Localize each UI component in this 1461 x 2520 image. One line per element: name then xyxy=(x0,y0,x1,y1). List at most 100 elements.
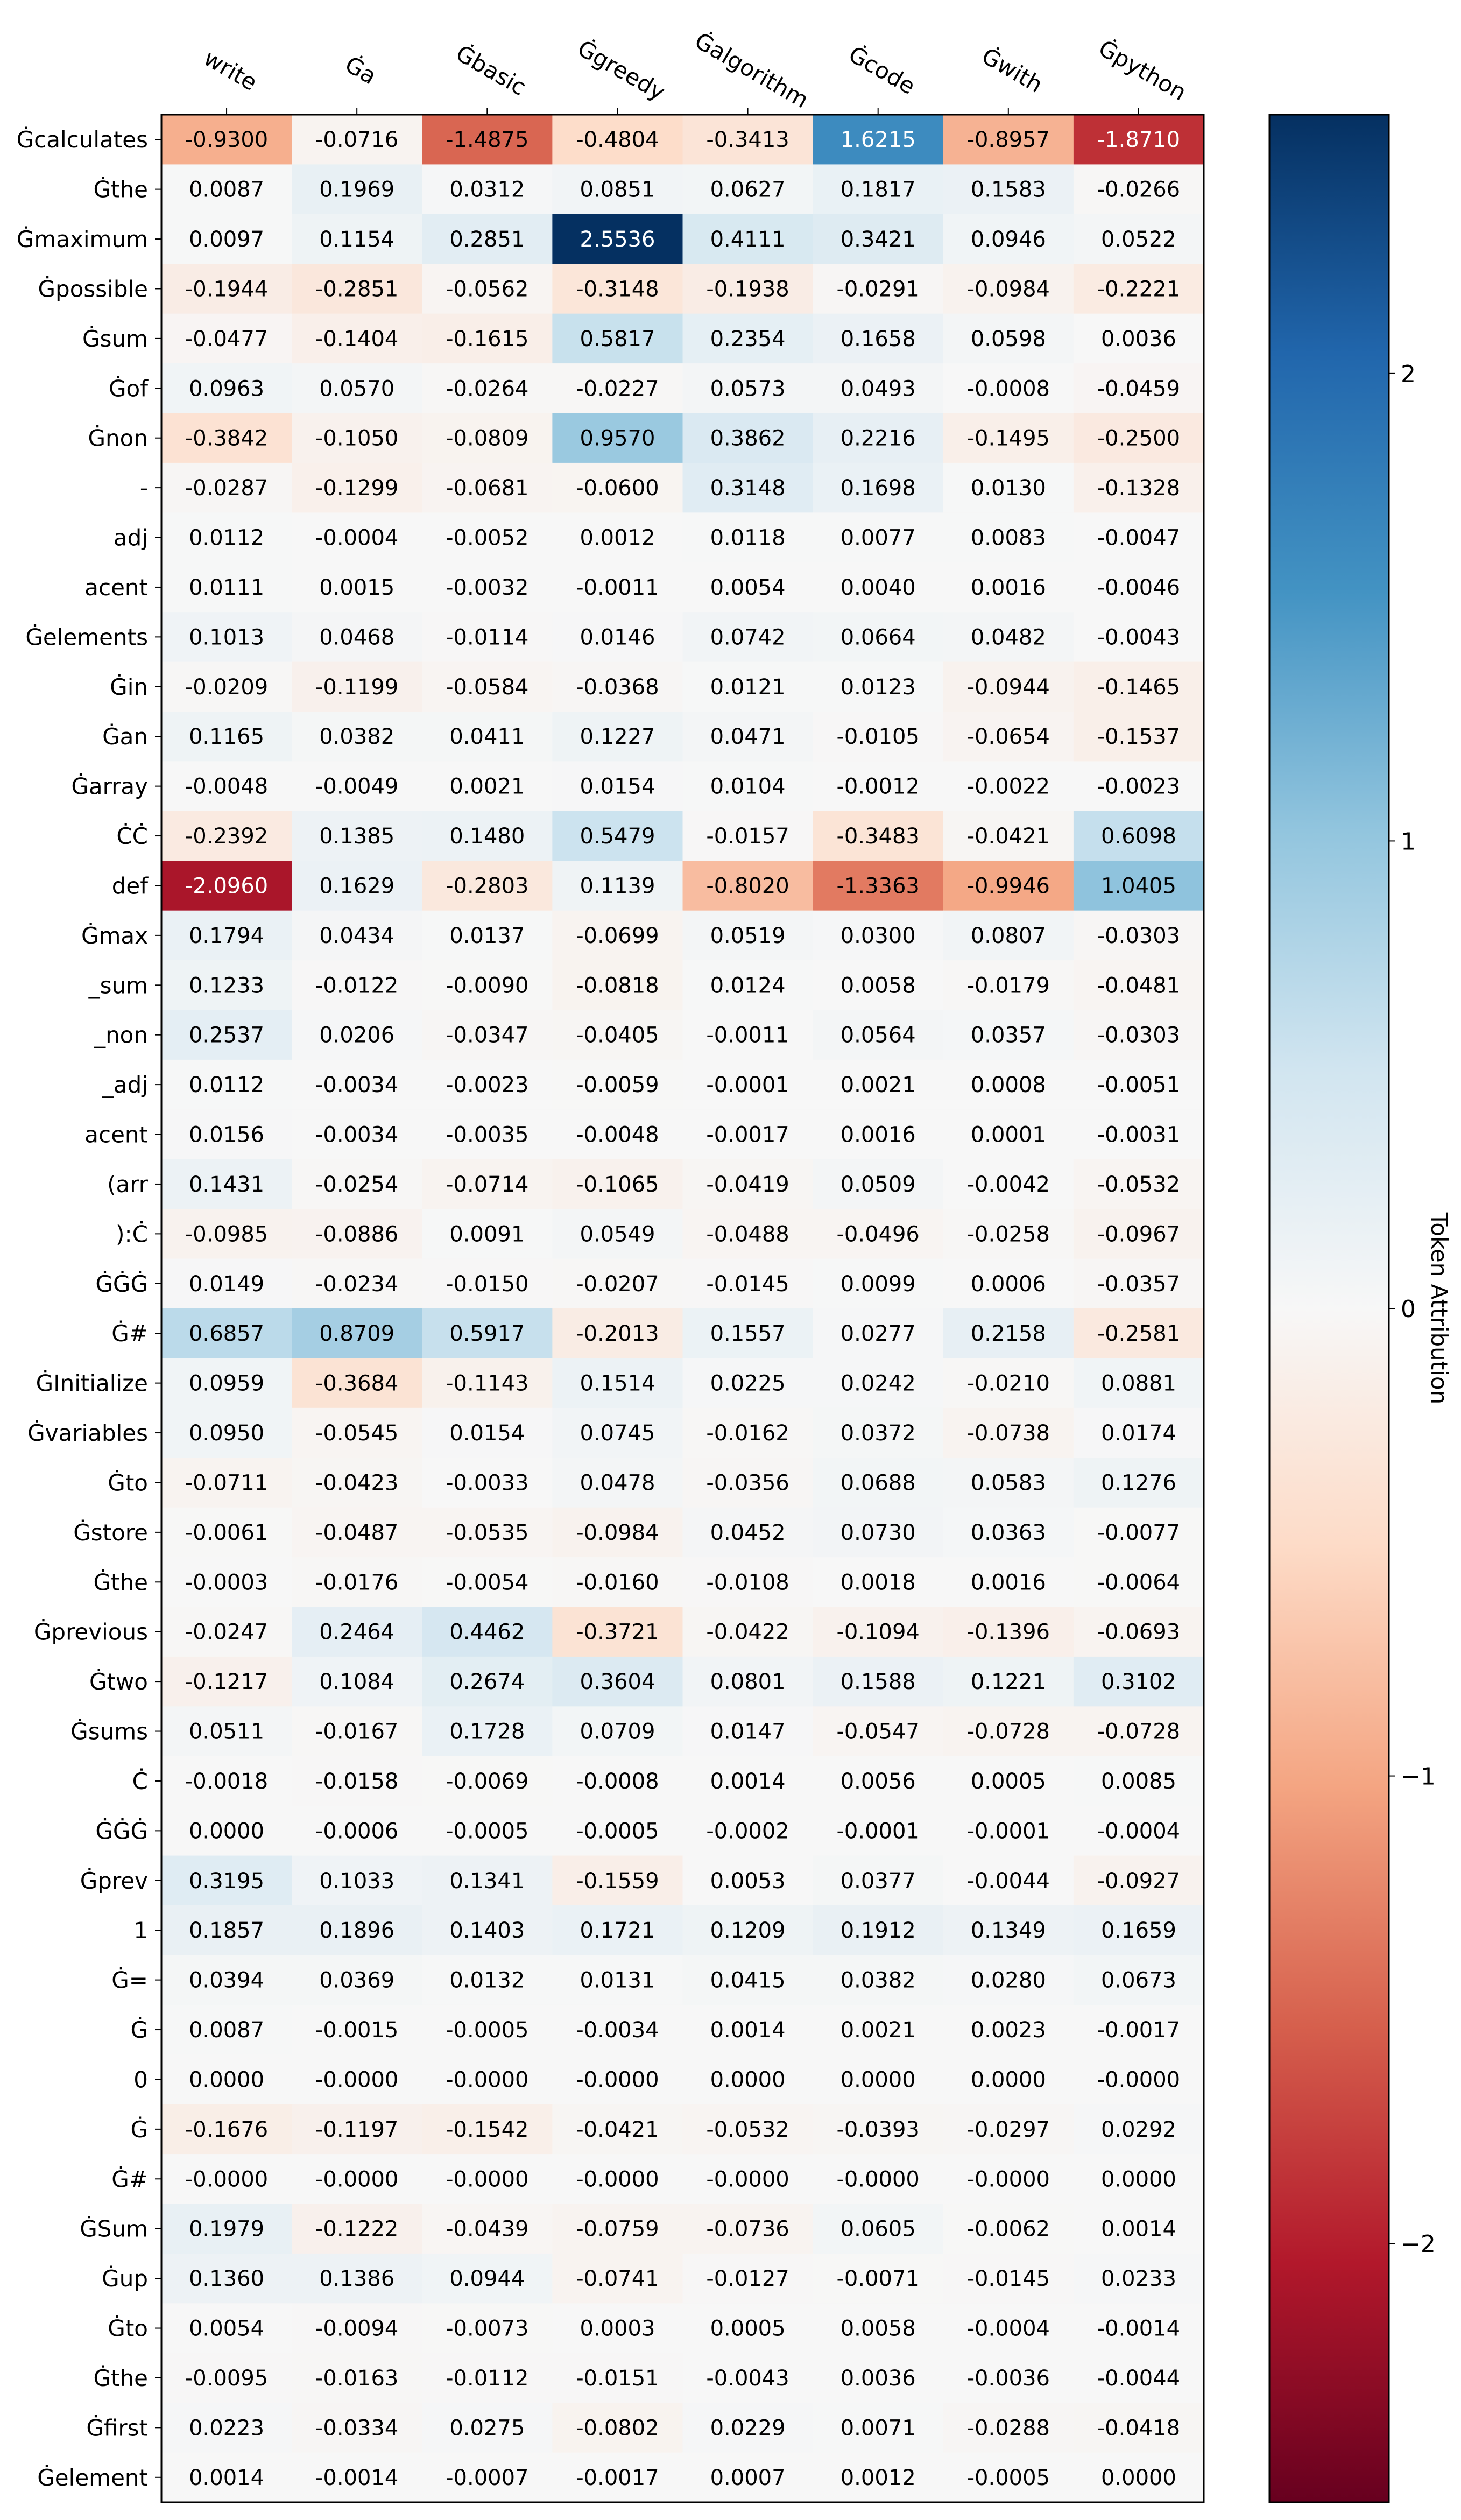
heatmap-cell xyxy=(1073,612,1204,663)
heatmap-cell xyxy=(161,1059,292,1110)
heatmap-cell xyxy=(1073,2452,1204,2503)
cell-value-label: 0.0014 xyxy=(189,2466,264,2490)
heatmap-cell xyxy=(682,1806,814,1856)
heatmap-cell xyxy=(813,1010,944,1060)
cell-value-label: -0.2221 xyxy=(1097,277,1180,301)
heatmap-cell xyxy=(1073,811,1204,861)
cell-value-label: -0.0112 xyxy=(446,2366,528,2391)
heatmap-cell xyxy=(1073,1806,1204,1856)
cell-value-label: 0.0000 xyxy=(1101,2466,1176,2490)
cell-value-label: -0.0207 xyxy=(576,1272,659,1297)
heatmap-cell xyxy=(943,2452,1074,2503)
cell-value-label: -0.0034 xyxy=(576,2018,659,2043)
heatmap-cell xyxy=(161,264,292,314)
cell-value-label: 0.0014 xyxy=(710,1769,786,1794)
colorbar-tick-label: 0 xyxy=(1401,1296,1416,1323)
y-tick-label: Ġcalculates xyxy=(17,126,148,153)
heatmap-cell xyxy=(161,413,292,463)
heatmap-cell xyxy=(292,1159,422,1209)
heatmap-cell xyxy=(292,910,422,961)
heatmap-cell xyxy=(1073,1209,1204,1259)
heatmap-cell xyxy=(682,1557,814,1608)
cell-value-label: -0.0532 xyxy=(706,2117,789,2142)
heatmap-cell xyxy=(682,1905,814,1956)
heatmap-cell xyxy=(422,2054,553,2105)
cell-value-label: -0.0094 xyxy=(315,2317,398,2341)
cell-value-label: -0.0011 xyxy=(706,1023,789,1048)
cell-value-label: -0.0008 xyxy=(576,1769,659,1794)
y-tick-label: 1 xyxy=(133,1917,148,1944)
y-tick-label: def xyxy=(112,872,149,899)
cell-value-label: 0.0312 xyxy=(449,178,525,202)
cell-value-label: 0.0021 xyxy=(841,2018,916,2043)
cell-value-label: 0.0118 xyxy=(710,526,786,551)
heatmap-cell xyxy=(292,313,422,364)
cell-value-label: 0.1698 xyxy=(841,476,916,501)
heatmap-cell xyxy=(552,462,683,513)
cell-value-label: -0.0035 xyxy=(446,1123,528,1148)
cell-value-label: 0.0132 xyxy=(449,1968,525,1993)
cell-value-label: -0.1404 xyxy=(315,327,398,351)
heatmap-cell xyxy=(292,413,422,463)
heatmap-cell xyxy=(813,413,944,463)
heatmap-cell xyxy=(552,164,683,215)
heatmap-cell xyxy=(422,1507,553,1558)
cell-value-label: 0.5479 xyxy=(580,824,655,849)
colorbar-ticks: 2 1 0 −1 −2 xyxy=(1389,361,1436,2258)
heatmap-cell xyxy=(292,2104,422,2155)
heatmap-cell xyxy=(1073,1458,1204,1508)
heatmap-cell xyxy=(161,214,292,264)
cell-value-label: -0.1328 xyxy=(1097,476,1180,501)
y-tick-label: (arr xyxy=(107,1171,149,1198)
heatmap-cell xyxy=(943,264,1074,314)
heatmap-cell xyxy=(422,1905,553,1956)
heatmap-cell xyxy=(813,1557,944,1608)
cell-value-label: 0.0242 xyxy=(841,1371,916,1396)
cell-value-label: -0.1050 xyxy=(315,426,398,451)
cell-value-label: 0.0000 xyxy=(971,2067,1046,2092)
cell-value-label: -0.0297 xyxy=(967,2117,1050,2142)
cell-value-label: 0.2851 xyxy=(449,227,525,252)
cell-value-label: -0.0005 xyxy=(446,1819,528,1843)
cell-value-label: 0.3148 xyxy=(710,476,786,501)
heatmap-cell xyxy=(682,1407,814,1458)
cell-value-label: -0.0368 xyxy=(576,675,659,700)
cell-value-label: 0.0277 xyxy=(841,1321,916,1346)
cell-value-label: 0.0085 xyxy=(1101,1769,1176,1794)
heatmap-cell xyxy=(552,363,683,414)
cell-value-label: -0.1944 xyxy=(185,277,268,301)
heatmap-cell xyxy=(292,712,422,762)
heatmap-cell xyxy=(422,1407,553,1458)
heatmap-cell xyxy=(943,512,1074,563)
heatmap-frame xyxy=(160,114,1205,2503)
cell-value-label: -0.9946 xyxy=(967,874,1050,898)
cell-value-label: -0.0162 xyxy=(706,1421,789,1446)
heatmap-cell xyxy=(552,1010,683,1060)
heatmap-cell xyxy=(422,1557,553,1608)
heatmap-cell xyxy=(813,462,944,513)
cell-value-label: -0.0985 xyxy=(185,1222,268,1247)
y-tick-label: Ġprev xyxy=(80,1867,148,1894)
heatmap-cell xyxy=(552,2353,683,2403)
y-tick-label: Ġin xyxy=(110,673,148,700)
cell-value-label: -0.0247 xyxy=(185,1620,268,1645)
heatmap-cell xyxy=(813,1607,944,1657)
cell-value-label: -0.0176 xyxy=(315,1570,398,1595)
cell-value-label: -0.0699 xyxy=(576,924,659,948)
cell-value-label: -0.0000 xyxy=(967,2167,1050,2192)
cell-value-label: 0.0054 xyxy=(710,575,786,600)
heatmap-cell xyxy=(1073,1358,1204,1409)
cell-value-label: -0.0421 xyxy=(576,2117,659,2142)
cell-value-label: 0.1480 xyxy=(449,824,525,849)
heatmap-cell xyxy=(813,2154,944,2205)
cell-value-label: 0.0605 xyxy=(841,2217,916,2242)
cell-value-label: -0.0077 xyxy=(1097,1521,1180,1545)
heatmap-cell xyxy=(292,2004,422,2055)
y-tick-label: Ġfirst xyxy=(86,2414,148,2441)
heatmap-cell xyxy=(422,2353,553,2403)
cell-value-label: 0.0000 xyxy=(710,2067,786,2092)
heatmap-cell xyxy=(161,2054,292,2105)
heatmap-cell xyxy=(813,1855,944,1906)
heatmap-cell xyxy=(682,1258,814,1309)
y-tick-label: ĠĠĠ xyxy=(95,1817,148,1844)
